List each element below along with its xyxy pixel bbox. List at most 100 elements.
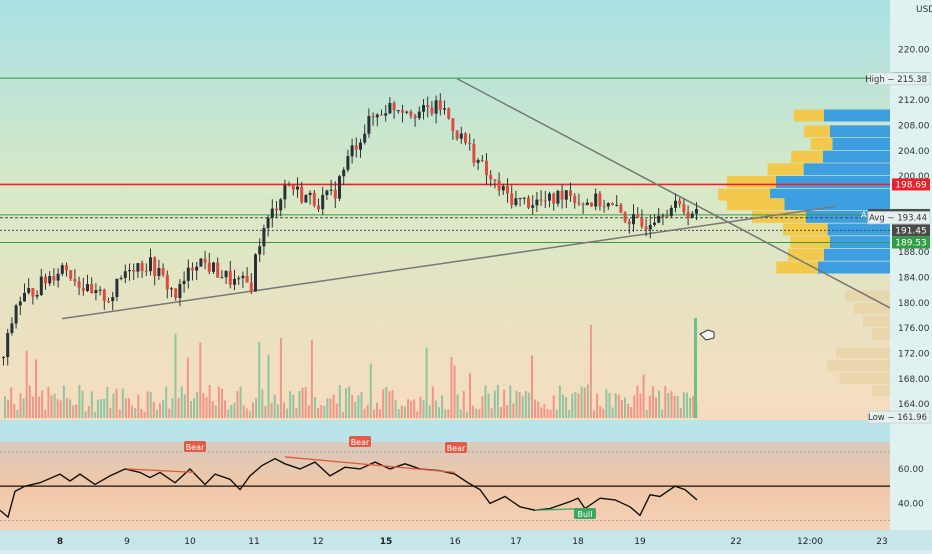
volume-bar <box>475 408 478 418</box>
volume-bar <box>205 397 208 418</box>
vp-bar-up <box>776 261 818 274</box>
volume-bar <box>558 385 561 418</box>
candle-body <box>426 105 430 108</box>
info-tag: Avg − 193.44 <box>869 214 927 224</box>
candle-body <box>577 202 581 204</box>
volume-bar <box>602 408 605 418</box>
candle-body <box>438 100 442 110</box>
price-tag-bg <box>892 224 930 237</box>
volume-bar <box>372 409 375 418</box>
volume-bar <box>568 410 571 418</box>
volume-bar <box>78 384 81 418</box>
vp-bar-up <box>752 210 806 223</box>
volume-bar <box>177 398 180 418</box>
volume-bar <box>338 385 341 418</box>
volume-bar <box>379 409 382 418</box>
candle-body <box>569 190 572 196</box>
candle-body <box>443 108 446 110</box>
candle-body <box>115 278 119 298</box>
candle-body <box>606 203 610 207</box>
volume-bar <box>286 408 289 418</box>
volume-bar <box>22 398 25 418</box>
volume-bar <box>66 398 68 418</box>
candle-body <box>161 268 165 275</box>
info-tag-bg <box>867 72 931 86</box>
candle-body <box>434 100 438 114</box>
vp-bar-down <box>830 125 890 138</box>
candle-body <box>636 214 640 218</box>
volume-bar <box>354 401 357 418</box>
y-tick-label: 164.00 <box>898 400 930 410</box>
volume-bar <box>31 396 34 418</box>
candle-body <box>682 204 686 213</box>
volume-bar <box>159 403 161 418</box>
volume-bar <box>304 387 307 418</box>
vp-bar-up <box>767 163 804 176</box>
volume-bar <box>360 392 363 418</box>
candle-body <box>447 108 451 119</box>
volume-bar <box>614 393 617 418</box>
volume-bar <box>134 408 137 418</box>
candle-body <box>195 266 199 271</box>
volume-bar <box>118 409 121 418</box>
candle-body <box>371 116 375 118</box>
vp-bar-down <box>770 188 890 201</box>
x-tick-label: 18 <box>572 537 584 547</box>
candle-body <box>573 195 577 203</box>
candle-body <box>270 208 274 218</box>
candle-body <box>132 269 136 272</box>
y-tick-label: 208.00 <box>898 122 930 132</box>
volume-bar <box>462 391 465 418</box>
volume-bar <box>233 402 236 418</box>
volume-bar <box>422 399 425 418</box>
candle-body <box>342 169 346 177</box>
volume-bar <box>465 411 468 418</box>
candle-body <box>308 192 312 196</box>
candle-body <box>31 288 35 297</box>
candle-body <box>283 185 287 200</box>
vp-bar-faded <box>827 360 890 372</box>
volume-bar <box>394 399 397 418</box>
candle-body <box>220 277 224 279</box>
candle-body <box>619 204 623 213</box>
volume-bar <box>562 394 564 418</box>
volume-bar <box>469 373 471 418</box>
candle-body <box>216 262 220 278</box>
volume-bar <box>4 396 6 418</box>
candle-body <box>228 270 232 285</box>
volume-bar <box>199 342 202 418</box>
volume-bar <box>676 396 679 418</box>
volume-bar <box>264 406 267 418</box>
vp-bar-up <box>727 176 776 188</box>
volume-bar <box>168 408 171 418</box>
candle-body <box>459 133 463 139</box>
volume-bar <box>28 385 31 418</box>
divergence-line <box>126 468 196 474</box>
candle-body <box>380 114 383 116</box>
candle-body <box>510 193 514 206</box>
volume-bar <box>180 386 183 418</box>
vp-bar-faded <box>839 372 890 384</box>
candle-body <box>413 115 417 119</box>
volume-bar <box>279 337 282 418</box>
volume-bar <box>661 409 664 418</box>
volume-bar <box>289 391 292 418</box>
volume-bar <box>689 397 692 418</box>
vp-bar-up <box>718 188 770 201</box>
volume-bar <box>425 347 428 418</box>
volume-bar <box>596 393 599 418</box>
volume-bar <box>146 391 149 418</box>
candle-body <box>157 268 161 277</box>
candle-body <box>552 193 556 204</box>
volume-bar <box>583 387 586 418</box>
candle-body <box>598 193 602 207</box>
volume-bar <box>87 405 90 418</box>
volume-bar <box>10 387 13 418</box>
volume-bar <box>292 394 295 418</box>
vp-bar-up <box>782 223 828 236</box>
candle-body <box>535 199 539 206</box>
candle-body <box>422 105 425 112</box>
currency-label: USD <box>916 5 932 15</box>
candle-body <box>602 206 606 208</box>
